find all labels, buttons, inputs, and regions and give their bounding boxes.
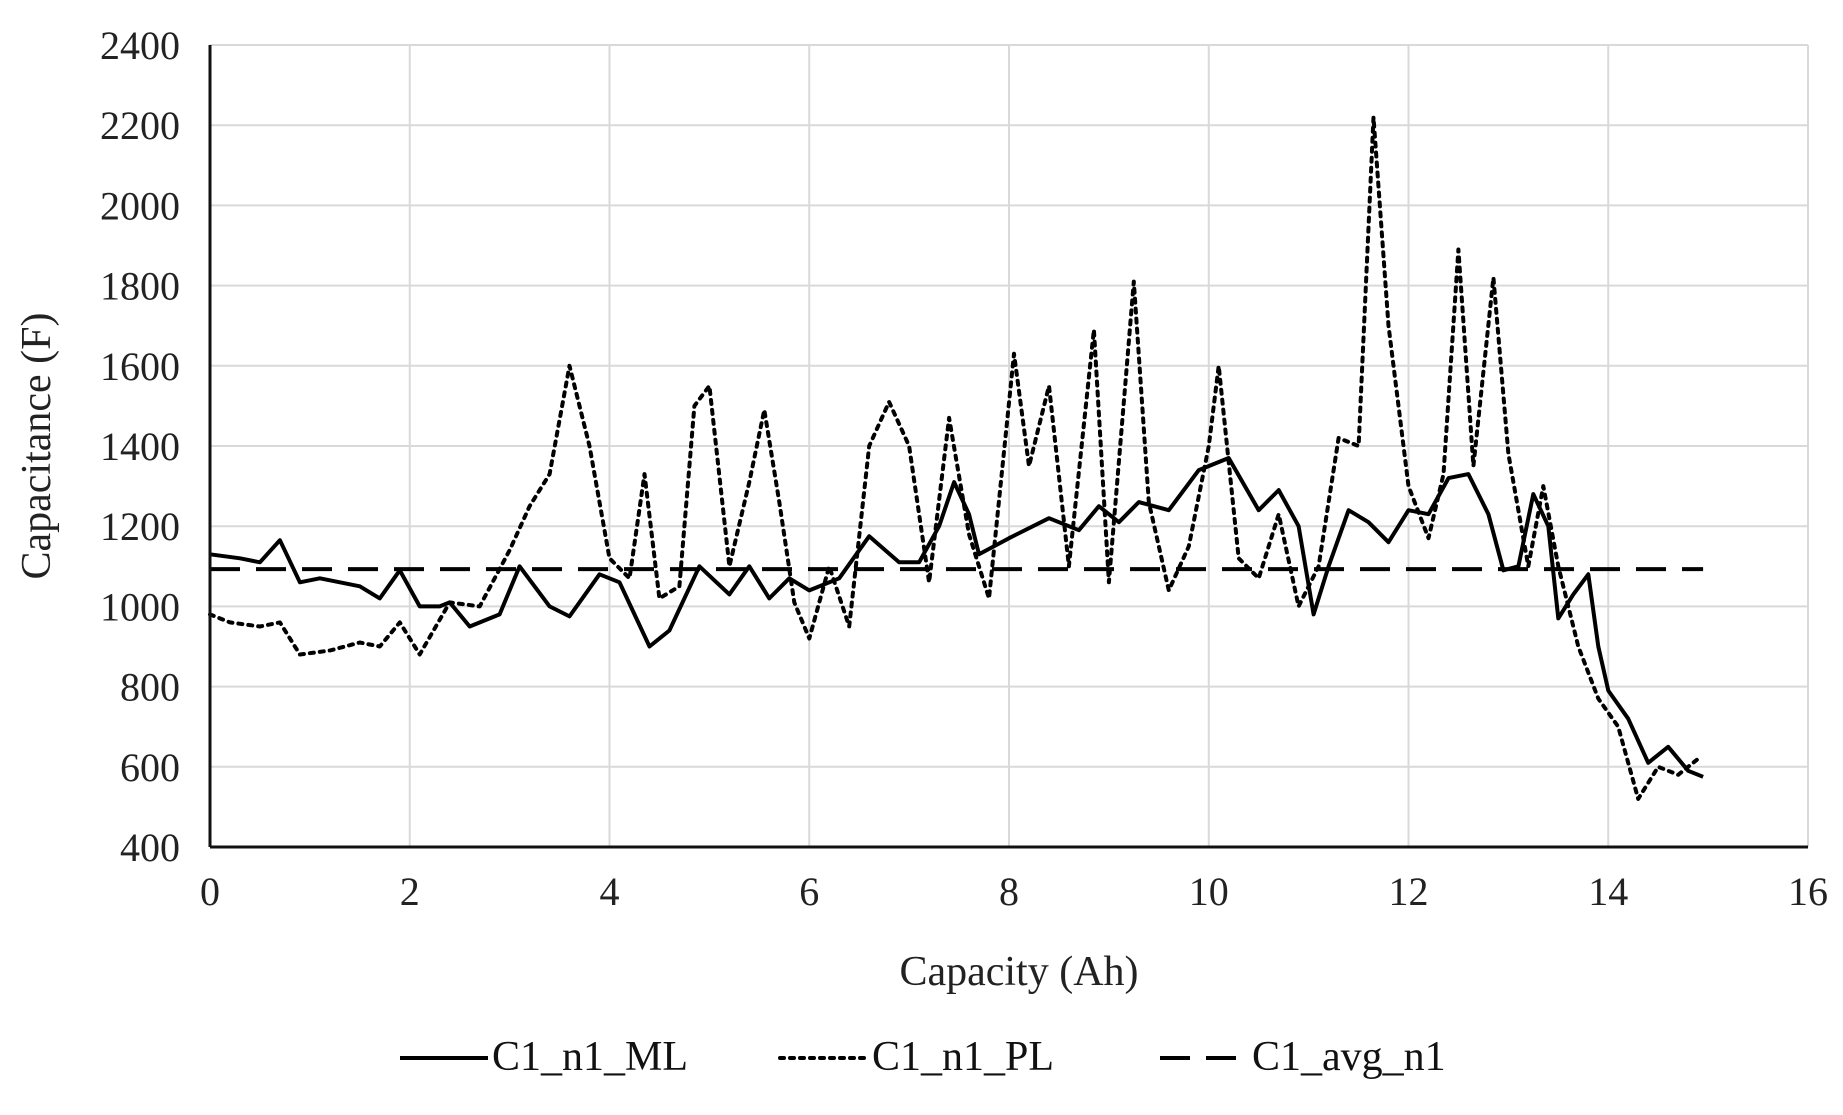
legend: C1_n1_ML C1_n1_PL C1_avg_n1 (400, 1034, 1446, 1080)
x-tick-label: 4 (600, 869, 620, 914)
y-axis-title: Capacitance (F) (14, 312, 60, 579)
x-tick-label: 16 (1788, 869, 1828, 914)
x-tick-label: 10 (1189, 869, 1229, 914)
x-tick-label: 0 (200, 869, 220, 914)
x-tick-label: 14 (1588, 869, 1628, 914)
x-tick-label: 12 (1389, 869, 1429, 914)
y-tick-label: 1800 (100, 264, 180, 309)
grid (210, 44, 1809, 847)
y-tick-label: 1400 (100, 424, 180, 469)
y-tick-label: 600 (120, 745, 180, 790)
x-tick-label: 6 (799, 869, 819, 914)
y-tick-label: 400 (120, 825, 180, 870)
x-tick-label: 8 (999, 869, 1019, 914)
x-axis-title: Capacity (Ah) (899, 949, 1138, 995)
series-line-c1-n1-ml (209, 456, 1704, 779)
series-line-c1-n1-pl (208, 115, 1701, 801)
x-tick-label: 2 (400, 869, 420, 914)
legend-label: C1_n1_ML (492, 1034, 688, 1080)
y-tick-label: 2000 (100, 183, 180, 228)
y-tick-label: 2400 (100, 23, 180, 68)
axes (208, 45, 1808, 849)
y-tick-label: 800 (120, 665, 180, 710)
y-tick-labels: 400 600 800 1000 1200 1400 1600 1800 2000 2200 240… (100, 23, 180, 870)
x-tick-labels: 0 2 4 6 8 10 12 14 16 (200, 869, 1828, 914)
y-tick-label: 1200 (100, 504, 180, 549)
legend-label: C1_avg_n1 (1252, 1034, 1446, 1080)
legend-label: C1_n1_PL (872, 1034, 1054, 1080)
y-tick-label: 2200 (100, 103, 180, 148)
y-tick-label: 1000 (100, 584, 180, 629)
series-lines (208, 115, 1704, 801)
y-tick-label: 1600 (100, 344, 180, 389)
